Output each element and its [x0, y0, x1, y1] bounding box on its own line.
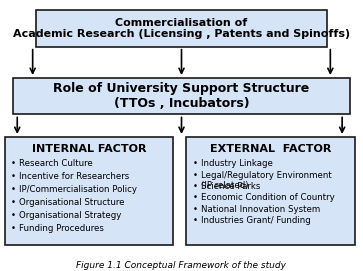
Text: National Innovation System: National Innovation System [200, 205, 320, 214]
Text: Commercialisation of
Academic Research (Licensing , Patents and Spinoffs): Commercialisation of Academic Research (… [13, 18, 350, 39]
Text: Industries Grant/ Funding: Industries Grant/ Funding [200, 216, 310, 225]
Text: Incentive for Researchers: Incentive for Researchers [19, 172, 129, 181]
Text: Figure 1.1 Conceptual Framework of the study: Figure 1.1 Conceptual Framework of the s… [77, 261, 286, 270]
Text: •: • [11, 159, 16, 168]
Text: Organisational Structure: Organisational Structure [19, 198, 125, 207]
Text: •: • [192, 182, 197, 191]
Text: •: • [192, 216, 197, 225]
FancyBboxPatch shape [36, 10, 327, 47]
Text: Organisational Strategy: Organisational Strategy [19, 211, 122, 220]
Text: •: • [11, 198, 16, 207]
Text: •: • [11, 185, 16, 194]
FancyBboxPatch shape [4, 137, 174, 245]
Text: Research Culture: Research Culture [19, 159, 93, 168]
Text: Science Parks: Science Parks [200, 182, 260, 191]
Text: EXTERNAL  FACTOR: EXTERNAL FACTOR [210, 144, 331, 154]
Text: Legal/Regulatory Environment
(IP related): Legal/Regulatory Environment (IP related… [200, 171, 331, 190]
Text: IP/Commercialisation Policy: IP/Commercialisation Policy [19, 185, 137, 194]
Text: •: • [192, 205, 197, 214]
Text: •: • [192, 159, 197, 168]
Text: Role of University Support Structure
(TTOs , Incubators): Role of University Support Structure (TT… [53, 82, 310, 110]
Text: INTERNAL FACTOR: INTERNAL FACTOR [32, 144, 146, 154]
Text: •: • [11, 211, 16, 220]
Text: •: • [192, 193, 197, 202]
FancyBboxPatch shape [13, 78, 350, 114]
Text: •: • [11, 172, 16, 181]
Text: Industry Linkage: Industry Linkage [200, 159, 273, 168]
Text: •: • [11, 224, 16, 233]
Text: Funding Procedures: Funding Procedures [19, 224, 104, 233]
Text: Economic Condition of Country: Economic Condition of Country [200, 193, 334, 202]
Text: •: • [192, 171, 197, 180]
FancyBboxPatch shape [186, 137, 355, 245]
